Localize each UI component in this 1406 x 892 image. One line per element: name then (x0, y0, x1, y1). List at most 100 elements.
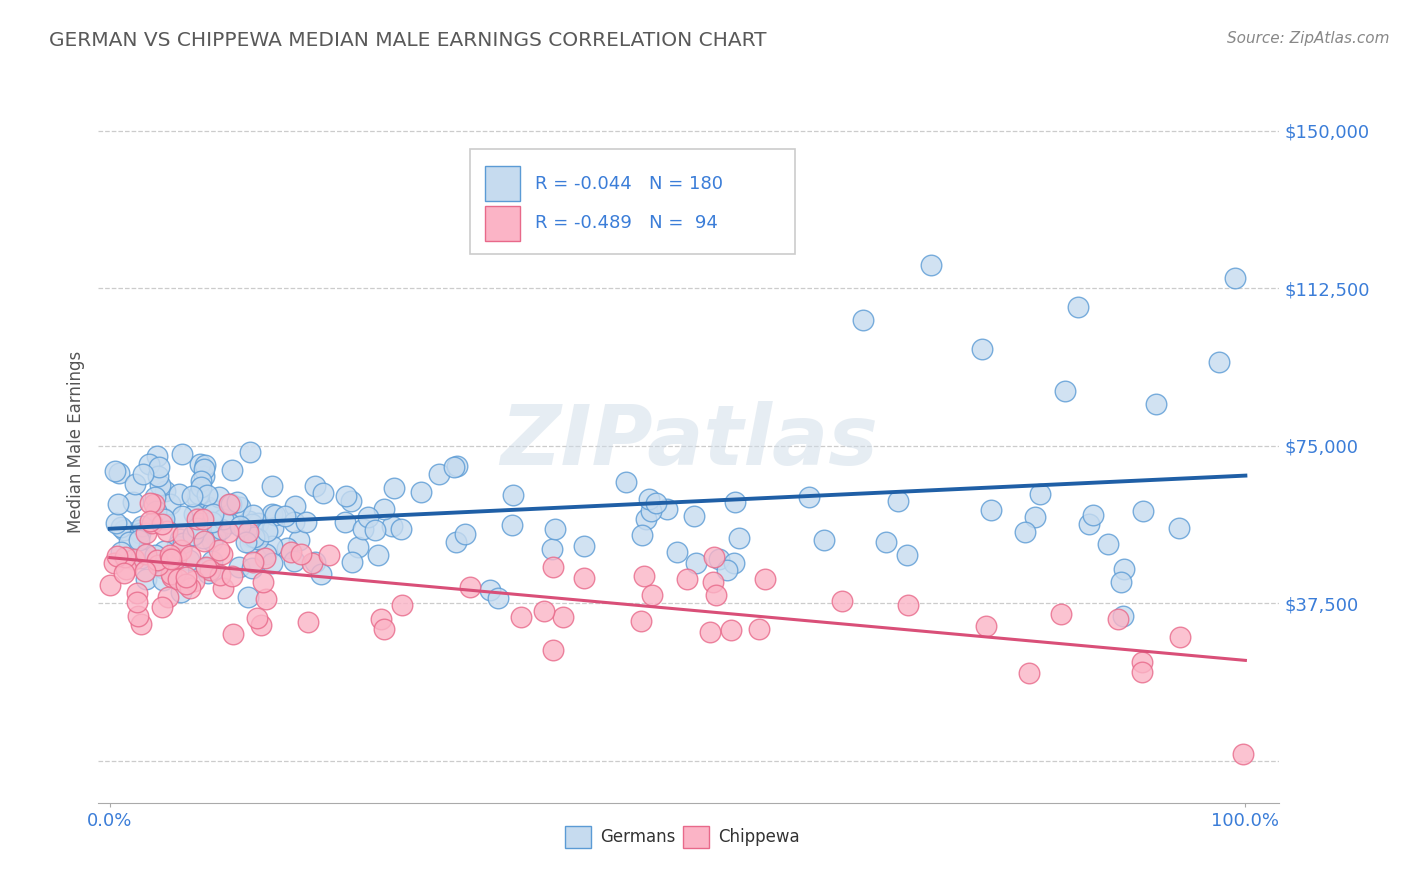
Point (181, 528, 204, 542)
Point (152, 512, 174, 526)
Point (1168, 630, 1191, 644)
Point (188, 457, 211, 471)
Point (1107, 612, 1129, 626)
Point (335, 489, 357, 503)
Point (226, 494, 249, 508)
Point (218, 497, 240, 511)
Point (1024, 509, 1046, 524)
Point (252, 574, 274, 589)
Point (256, 524, 278, 539)
Point (110, 545, 132, 559)
Point (676, 572, 699, 586)
Point (150, 599, 173, 614)
Point (208, 490, 231, 504)
Point (443, 459, 465, 474)
Point (391, 598, 413, 612)
Point (276, 541, 298, 556)
Point (132, 467, 155, 481)
Point (1053, 384, 1076, 398)
Point (198, 563, 221, 577)
Point (297, 615, 319, 629)
Point (141, 516, 163, 530)
Point (172, 536, 194, 550)
Text: ZIPatlas: ZIPatlas (501, 401, 877, 482)
Point (852, 312, 875, 326)
Point (1130, 665, 1153, 679)
Point (209, 568, 232, 582)
Point (246, 516, 269, 531)
Point (250, 618, 273, 632)
Text: Source: ZipAtlas.com: Source: ZipAtlas.com (1226, 31, 1389, 46)
Point (533, 604, 555, 618)
Point (723, 556, 745, 570)
Point (114, 550, 136, 565)
Point (135, 525, 157, 540)
Point (202, 507, 225, 521)
Point (169, 532, 191, 546)
Point (391, 522, 413, 536)
Point (100, 578, 122, 592)
Point (309, 567, 332, 582)
Text: R = -0.044   N = 180: R = -0.044 N = 180 (536, 175, 724, 193)
Point (217, 498, 239, 512)
Point (194, 458, 217, 472)
Point (301, 556, 323, 570)
Point (262, 520, 284, 534)
Point (221, 569, 243, 583)
Point (239, 536, 262, 550)
Point (920, 258, 942, 272)
Point (197, 500, 219, 514)
Point (222, 627, 245, 641)
Point (201, 534, 224, 549)
Point (370, 612, 392, 626)
Point (139, 514, 162, 528)
Point (280, 544, 302, 558)
Point (974, 618, 997, 632)
Point (129, 617, 152, 632)
Text: R = -0.489   N =  94: R = -0.489 N = 94 (536, 214, 718, 232)
Point (114, 562, 136, 576)
Point (167, 572, 190, 586)
Point (186, 512, 208, 526)
Point (799, 491, 821, 505)
Point (831, 593, 853, 607)
Point (333, 515, 356, 529)
Point (666, 545, 689, 559)
Point (284, 499, 307, 513)
Point (347, 540, 370, 554)
Point (1014, 524, 1036, 539)
Point (630, 528, 652, 542)
Point (202, 562, 225, 576)
FancyBboxPatch shape (565, 826, 591, 847)
Point (170, 509, 193, 524)
Point (103, 556, 125, 570)
Point (183, 574, 205, 588)
Point (129, 526, 152, 541)
Point (636, 512, 658, 526)
Point (381, 519, 404, 533)
Point (146, 553, 169, 567)
Point (129, 551, 152, 566)
Point (218, 516, 240, 530)
Point (159, 549, 181, 563)
Point (238, 514, 260, 528)
Point (170, 543, 193, 558)
Point (201, 515, 224, 529)
Point (160, 569, 183, 583)
Point (179, 581, 201, 595)
Point (444, 534, 467, 549)
Point (1081, 508, 1104, 523)
FancyBboxPatch shape (471, 149, 796, 253)
Point (887, 494, 910, 508)
Point (262, 507, 284, 521)
Point (105, 549, 128, 563)
Point (720, 624, 742, 638)
Point (146, 468, 169, 483)
Point (242, 508, 264, 522)
Point (273, 508, 295, 523)
Point (239, 530, 262, 544)
Point (131, 519, 153, 533)
Point (228, 559, 250, 574)
Point (211, 547, 233, 561)
Point (187, 487, 209, 501)
